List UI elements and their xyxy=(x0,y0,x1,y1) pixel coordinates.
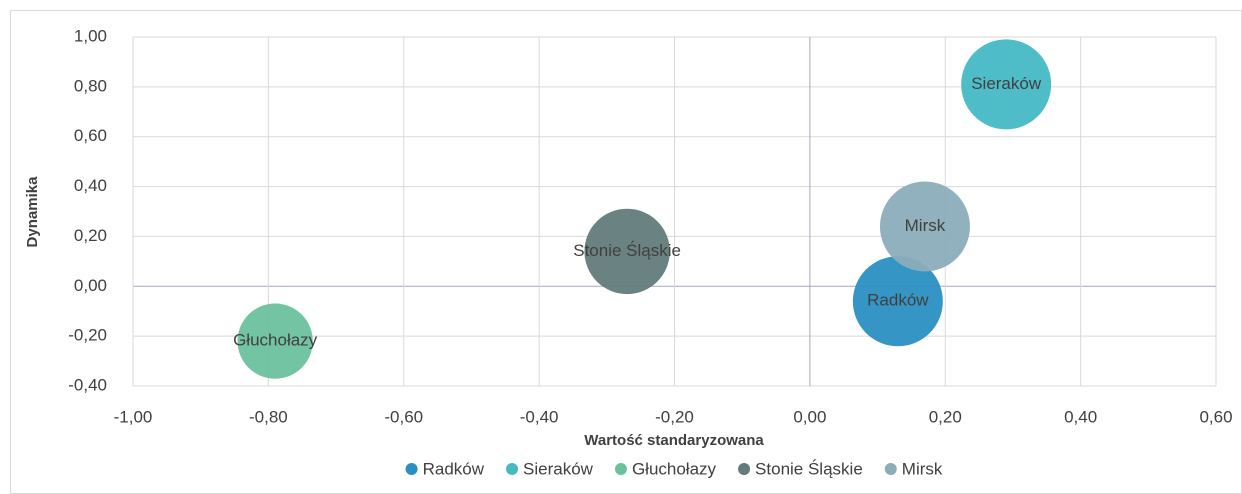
x-tick-label: -0,20 xyxy=(655,407,694,426)
x-tick-label: 0,60 xyxy=(1199,407,1232,426)
bubble xyxy=(237,303,313,379)
y-tick-label: 0,60 xyxy=(74,126,107,145)
y-tick-label: -0,40 xyxy=(68,375,107,394)
y-tick-label: 0,00 xyxy=(74,276,107,295)
x-tick-label: 0,00 xyxy=(793,407,826,426)
legend-label: Stonie Śląskie xyxy=(755,459,863,478)
legend-marker xyxy=(506,463,519,475)
legend-label: Sieraków xyxy=(523,459,594,478)
y-tick-label: 0,40 xyxy=(74,176,107,195)
legend-label: Głuchołazy xyxy=(632,459,717,478)
bubble xyxy=(879,181,970,272)
y-tick-label: -0,20 xyxy=(68,326,107,345)
data-label: Sieraków xyxy=(971,74,1042,93)
legend-label: Mirsk xyxy=(902,459,943,478)
bubble xyxy=(584,208,670,295)
bubble xyxy=(852,256,943,347)
legend-marker xyxy=(405,463,418,475)
y-tick-label: 0,80 xyxy=(74,76,107,95)
bubble xyxy=(961,39,1052,130)
y-tick-label: 0,20 xyxy=(74,226,107,245)
data-label: Głuchołazy xyxy=(233,331,318,350)
x-tick-label: -0,60 xyxy=(384,407,423,426)
data-label: Radków xyxy=(867,291,929,310)
x-tick-label: -1,00 xyxy=(114,407,153,426)
data-label: Stonie Śląskie xyxy=(573,241,681,260)
x-tick-label: 0,40 xyxy=(1064,407,1097,426)
legend-marker xyxy=(738,463,751,475)
legend-marker xyxy=(614,463,627,475)
data-label: Mirsk xyxy=(905,216,946,235)
y-axis-title: Dynamika xyxy=(24,176,41,248)
legend-marker xyxy=(884,463,897,475)
x-axis-title: Wartość standaryzowana xyxy=(584,432,764,449)
x-tick-label: 0,20 xyxy=(929,407,962,426)
legend-label: Radków xyxy=(423,459,485,478)
y-tick-label: 1,00 xyxy=(74,26,107,45)
x-tick-label: -0,80 xyxy=(249,407,288,426)
x-tick-label: -0,40 xyxy=(520,407,559,426)
